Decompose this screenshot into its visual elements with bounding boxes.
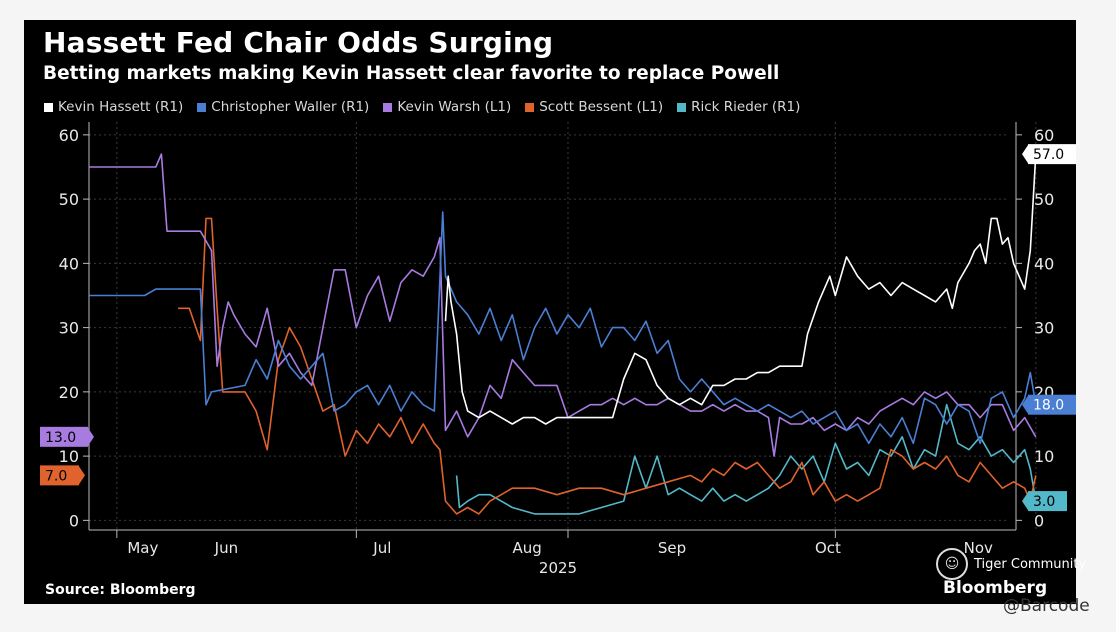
legend-label-warsh: Kevin Warsh (L1): [397, 99, 512, 115]
x-tick-label: Aug: [513, 539, 542, 557]
value-tag-bessent: 7.0: [40, 465, 85, 486]
value-tag-text: 18.0: [1033, 398, 1064, 414]
legend-item-waller: Christopher Waller (R1): [197, 99, 369, 115]
legend-swatch-warsh: [383, 102, 393, 112]
y-tick-label-left: 60: [59, 126, 79, 145]
y-tick-label-left: 0: [69, 511, 79, 530]
legend-swatch-hassett: [44, 102, 53, 112]
value-tag-pointer: [1022, 395, 1028, 414]
y-tick-label-left: 20: [59, 383, 79, 402]
y-tick-label-right: 0: [1034, 511, 1044, 530]
series-line-waller: [89, 211, 1037, 445]
value-tag-text: 7.0: [45, 468, 67, 484]
value-tag-pointer: [1022, 145, 1028, 164]
y-tick-label-right: 30: [1034, 319, 1054, 338]
y-tick-label-left: 40: [59, 254, 79, 273]
tiger-logo-icon: ☺: [936, 548, 968, 580]
value-tag-box: [40, 426, 88, 447]
y-tick-label-left: 10: [59, 447, 79, 466]
chart-title: Hassett Fed Chair Odds Surging: [43, 26, 554, 59]
chart-subtitle: Betting markets making Kevin Hassett cle…: [43, 63, 780, 84]
legend-item-rieder: Rick Rieder (R1): [677, 99, 800, 115]
value-tag-text: 13.0: [45, 430, 76, 446]
legend-swatch-rieder: [677, 102, 687, 112]
chart-panel: [24, 20, 1076, 604]
y-tick-label-left: 50: [59, 190, 79, 209]
y-tick-label-left: 30: [59, 319, 79, 338]
legend-label-hassett: Kevin Hassett (R1): [58, 99, 184, 115]
legend-label-rieder: Rick Rieder (R1): [691, 99, 801, 115]
tiger-community-label: Tiger Community: [974, 556, 1087, 572]
y-tick-label-right: 10: [1034, 447, 1054, 466]
bloomberg-logo: Bloomberg: [943, 578, 1048, 598]
value-tag-box: [1028, 144, 1076, 165]
series-line-hassett: [444, 154, 1037, 425]
x-tick-label: Jul: [372, 539, 391, 557]
value-tag-pointer: [79, 466, 85, 485]
legend-swatch-waller: [197, 102, 207, 112]
x-tick-label: May: [127, 539, 158, 557]
x-tick-label: Nov: [964, 539, 993, 557]
tiger-community-watermark: ☺ Tiger Community: [936, 548, 1086, 580]
value-tag-waller: 18.0: [1022, 394, 1076, 415]
value-tag-hassett: 57.0: [1022, 144, 1076, 165]
x-tick-label: Sep: [658, 539, 686, 557]
source-note: Source: Bloomberg: [45, 582, 196, 598]
series-line-warsh: [89, 153, 1037, 457]
series-line-bessent: [178, 217, 1037, 515]
y-tick-label-right: 40: [1034, 254, 1054, 273]
x-tick-label: Oct: [815, 539, 841, 557]
author-handle: @Barcode: [1003, 596, 1090, 616]
value-tag-box: [1028, 394, 1076, 415]
x-axis-label: 2025: [539, 559, 577, 577]
value-tag-rieder: 3.0: [1022, 491, 1067, 512]
x-tick-label: Jun: [214, 539, 238, 557]
legend-label-waller: Christopher Waller (R1): [211, 99, 370, 115]
value-tag-text: 57.0: [1033, 147, 1064, 163]
y-tick-label-right: 50: [1034, 190, 1054, 209]
value-tag-pointer: [88, 427, 94, 446]
value-tag-pointer: [1022, 492, 1028, 511]
legend-item-bessent: Scott Bessent (L1): [525, 99, 663, 115]
value-tag-text: 3.0: [1033, 494, 1055, 510]
y-tick-label-right: 60: [1034, 126, 1054, 145]
value-tag-box: [40, 465, 79, 486]
legend-label-bessent: Scott Bessent (L1): [539, 99, 664, 115]
legend-item-hassett: Kevin Hassett (R1): [44, 99, 183, 115]
legend: Kevin Hassett (R1) Christopher Waller (R…: [44, 99, 800, 115]
legend-item-warsh: Kevin Warsh (L1): [383, 99, 511, 115]
value-tag-warsh: 13.0: [40, 426, 94, 447]
legend-swatch-bessent: [525, 102, 535, 112]
value-tag-box: [1028, 491, 1067, 512]
